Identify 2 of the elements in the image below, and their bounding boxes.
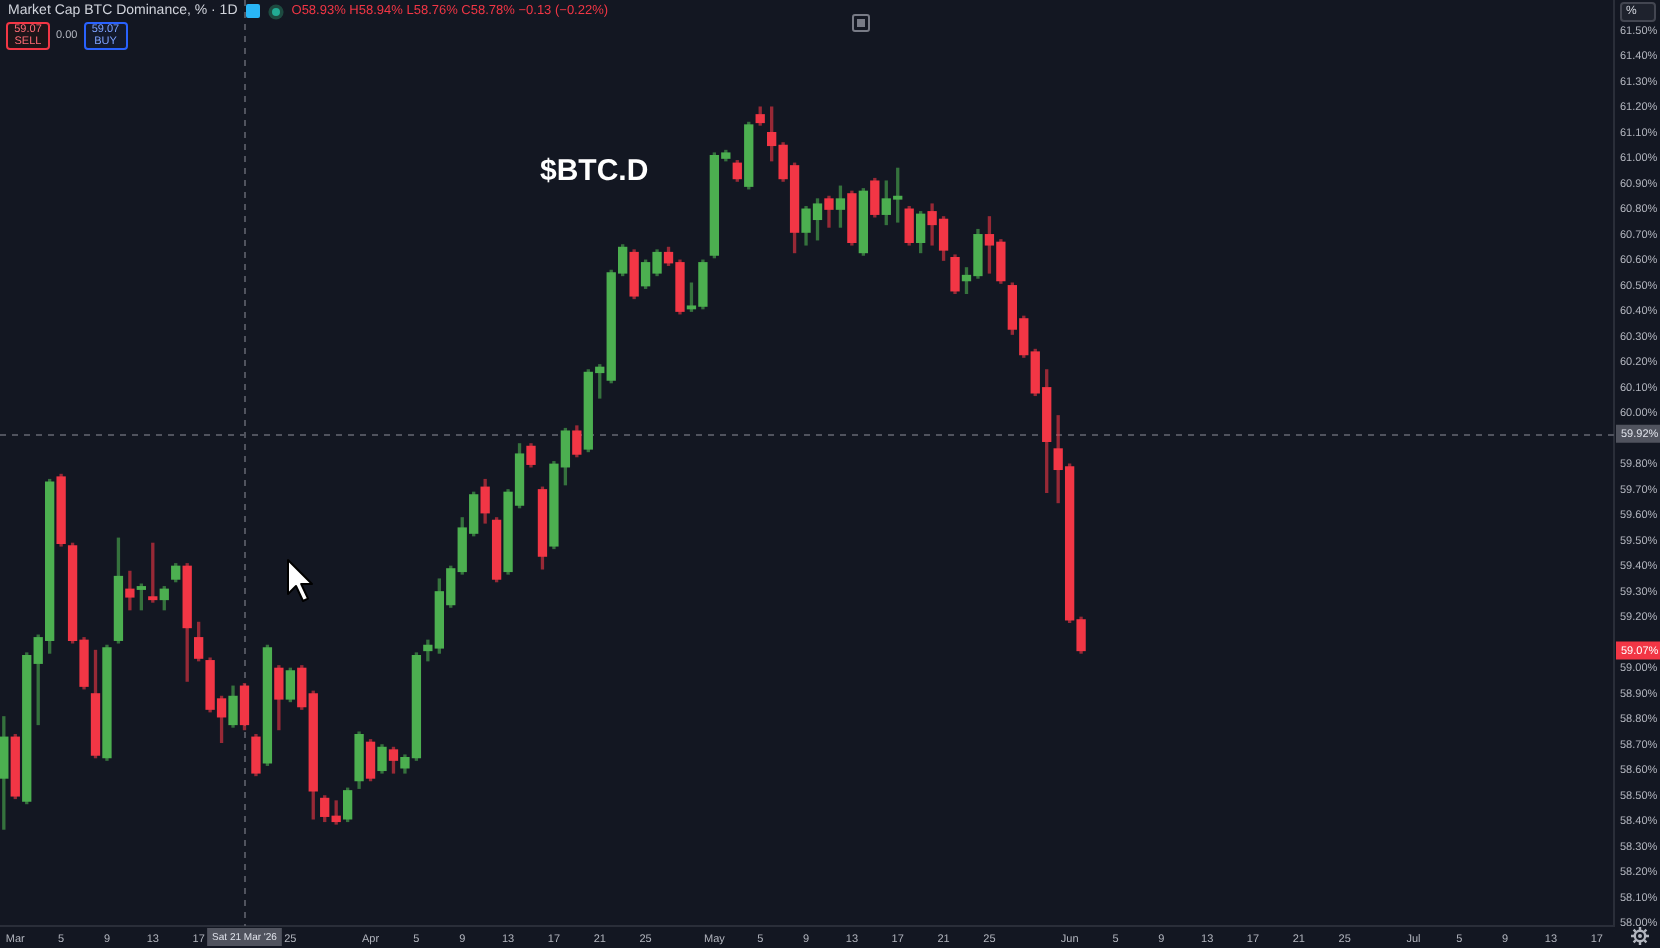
candlestick [125, 570, 135, 611]
text: $BTC.D [540, 154, 649, 188]
